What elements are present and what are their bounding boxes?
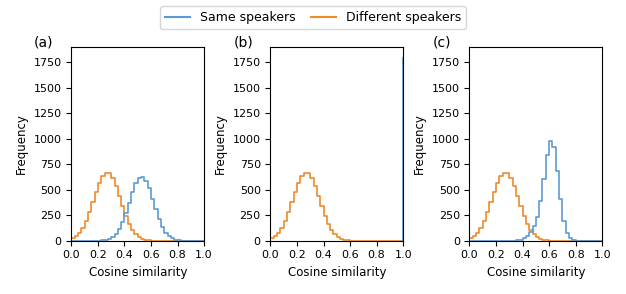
- Y-axis label: Frequency: Frequency: [413, 113, 426, 174]
- Y-axis label: Frequency: Frequency: [214, 113, 227, 174]
- Text: (b): (b): [233, 35, 253, 49]
- Y-axis label: Frequency: Frequency: [15, 113, 28, 174]
- Legend: Same speakers, Different speakers: Same speakers, Different speakers: [160, 6, 466, 29]
- X-axis label: Cosine similarity: Cosine similarity: [88, 266, 187, 279]
- Text: (c): (c): [433, 35, 451, 49]
- X-axis label: Cosine similarity: Cosine similarity: [287, 266, 386, 279]
- X-axis label: Cosine similarity: Cosine similarity: [486, 266, 585, 279]
- Text: (a): (a): [34, 35, 54, 49]
